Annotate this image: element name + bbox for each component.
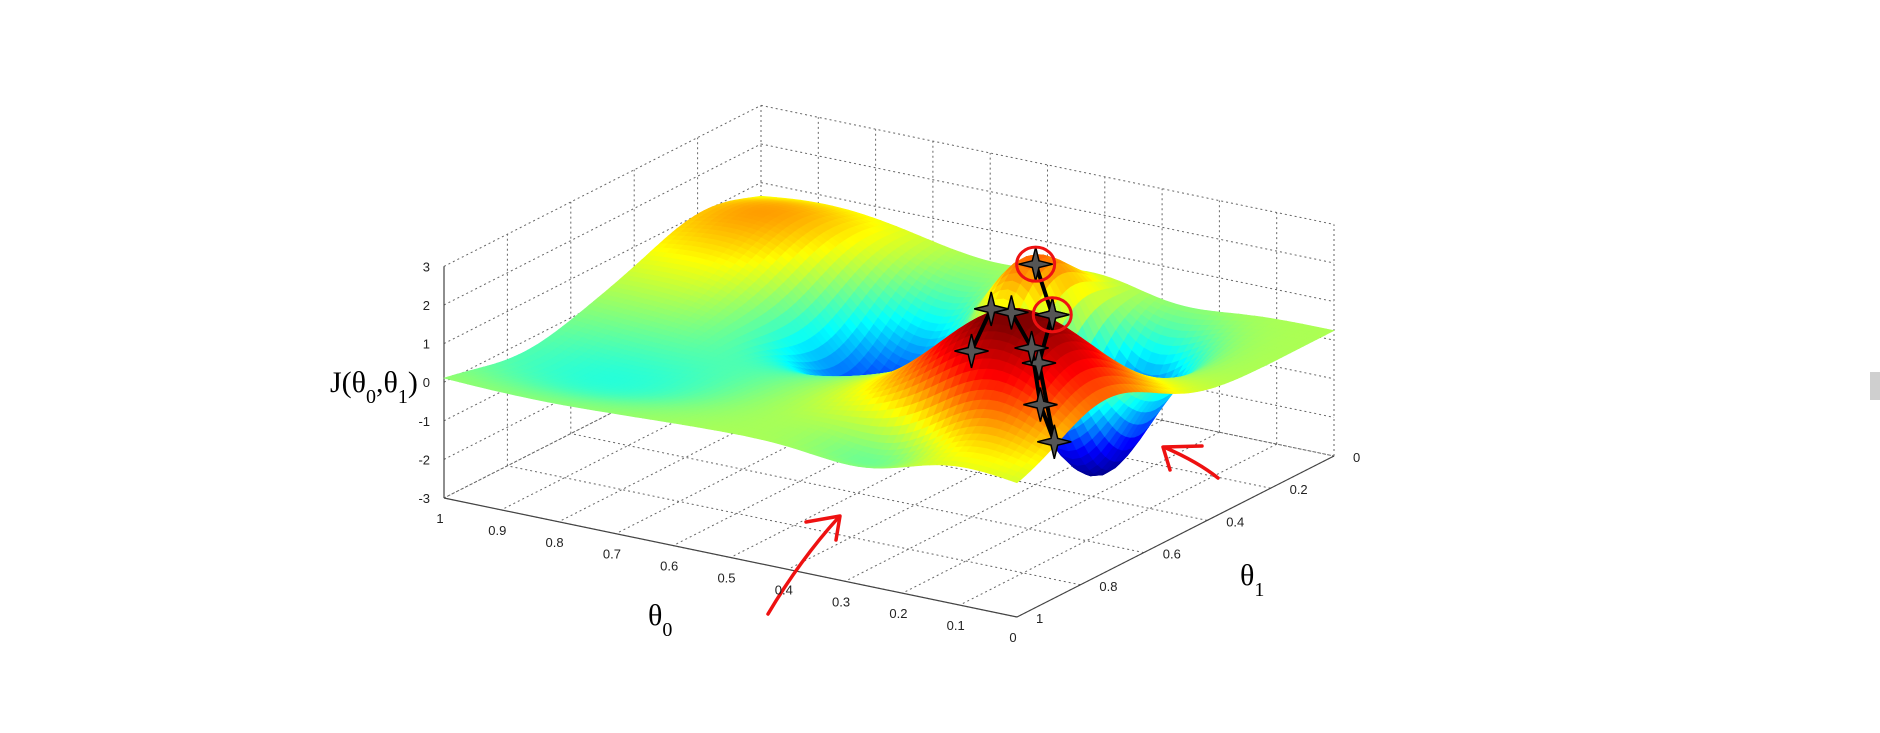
grid-line	[902, 431, 1220, 594]
grid-line	[730, 396, 1048, 558]
axis-line	[1016, 455, 1335, 618]
grid-line	[443, 143, 762, 306]
grid-line	[443, 104, 762, 267]
grid-line	[501, 348, 819, 511]
axis-line	[443, 497, 1018, 618]
grid-line	[844, 419, 1163, 582]
grid-line	[959, 443, 1277, 606]
grid-line	[672, 384, 991, 547]
grid-line	[615, 372, 934, 535]
grid-line	[507, 465, 1081, 586]
cost-surface	[442, 195, 1335, 484]
grid-line	[787, 407, 1106, 570]
grid-line	[558, 360, 876, 523]
grid-line	[443, 336, 762, 499]
